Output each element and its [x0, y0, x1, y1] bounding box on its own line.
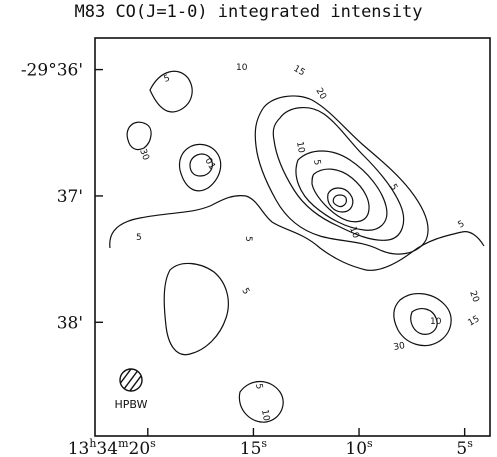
contour-level-label: 5	[387, 183, 399, 193]
x-tick-label: 15s	[240, 437, 268, 457]
contour-level-label: 20	[313, 87, 328, 102]
contour-5-south	[163, 262, 229, 356]
contour-level-label: 30	[393, 341, 406, 353]
contour-10-right-low	[410, 308, 438, 335]
contour-5-right-low	[393, 293, 452, 347]
contour-level-label: 01	[202, 157, 216, 172]
contour-10-left-core	[178, 143, 222, 192]
y-tick-label: 38'	[57, 313, 83, 333]
contour-30-peak	[327, 187, 354, 213]
x-tick-label: 5s	[456, 437, 473, 457]
x-tick-label: 13h34m20s	[68, 437, 156, 457]
contour-level-label: 30	[137, 148, 150, 162]
contour-level-label: 5	[163, 73, 172, 84]
plot-frame	[94, 37, 491, 437]
x-tick-label: 10s	[345, 437, 373, 457]
contour-level-label: 5	[243, 236, 253, 242]
contour-10-left	[126, 121, 152, 151]
contour-level-label: 5	[457, 219, 467, 231]
contour-level-label: 10	[430, 317, 442, 327]
contour-level-label: 5	[311, 159, 322, 166]
contour-25-main	[311, 168, 370, 223]
y-tick-label: 37'	[57, 187, 83, 207]
y-tick-label: -29°36'	[21, 61, 83, 81]
x-axis-ticks: 13h34m20s 15s 10s 5s	[68, 428, 473, 457]
contour-level-label: 5	[239, 287, 251, 297]
contour-5-upper-left	[149, 70, 193, 113]
contour-10-main	[254, 95, 429, 255]
chart-title: M83 CO(J=1-0) integrated intensity	[74, 2, 423, 22]
contour-5-lower	[238, 380, 284, 423]
contour-lines	[109, 70, 485, 423]
y-axis-ticks: -29°36' 37' 38'	[21, 61, 103, 333]
contour-level-label: 10	[347, 226, 360, 240]
contour-15-main	[272, 107, 405, 241]
contour-level-label: 10	[236, 63, 248, 73]
contour-20-main	[295, 150, 388, 231]
contour-level-label: 15	[467, 314, 482, 328]
beam-label: HPBW	[115, 398, 148, 411]
contour-15-left-core	[189, 153, 213, 177]
beam-symbol	[119, 368, 143, 392]
contour-level-label: 5	[136, 233, 142, 243]
contour-level-label: 10	[294, 141, 306, 154]
contour-level-labels: 5 10 15 20 30 01 10 5 5 5 5 5 10 10 5 5 10 15 20 30	[136, 63, 481, 422]
contour-5-outer	[109, 195, 485, 271]
contour-level-label: 10	[259, 409, 271, 422]
contour-level-label: 5	[253, 383, 264, 390]
contour-peak-core	[332, 194, 347, 208]
contour-level-label: 20	[467, 290, 480, 304]
contour-level-label: 15	[292, 64, 307, 78]
